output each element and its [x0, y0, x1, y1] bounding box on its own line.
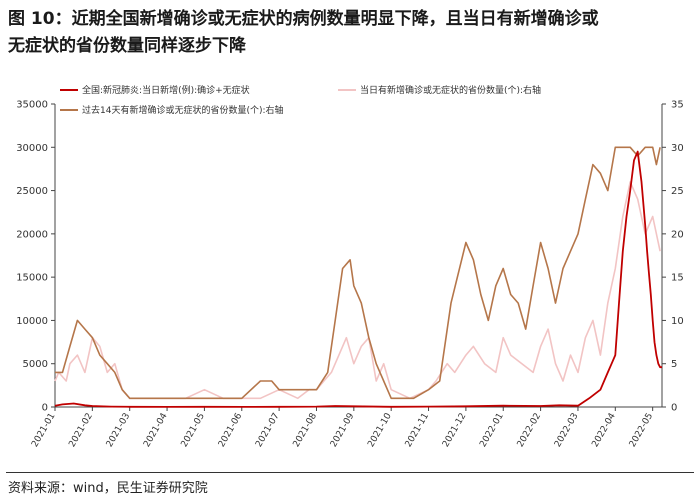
y-left-tick-label: 5000 [23, 359, 48, 370]
series-line-3 [55, 146, 661, 400]
x-tick-label: 2021-02 [67, 412, 94, 450]
y-right-tick-label: 35 [671, 100, 684, 111]
y-right-tick-label: 25 [671, 186, 684, 197]
y-right-tick-label: 20 [671, 229, 684, 240]
y-right-tick-label: 30 [671, 143, 684, 154]
x-tick-label: 2022-01 [478, 412, 505, 450]
x-tick-label: 2021-05 [180, 412, 207, 450]
y-left-tick-label: 25000 [16, 186, 48, 197]
y-right-tick-label: 15 [671, 273, 684, 284]
y-right-tick-label: 10 [671, 316, 684, 327]
series-layer [54, 146, 662, 408]
x-tick-label: 2022-03 [553, 412, 580, 450]
source-note: 资料来源：wind，民生证券研究院 [8, 481, 208, 496]
y-left-tick-label: 10000 [16, 316, 48, 327]
y-right-tick-label: 5 [671, 359, 677, 370]
x-tick-label: 2021-04 [142, 411, 170, 449]
y-right-tick-label: 0 [671, 403, 677, 414]
y-left-tick-label: 30000 [16, 143, 48, 154]
chart-area: 0 5000 10000 15000 20000 25000 30000 35000 0 5 10 1… [0, 68, 700, 468]
y-left-tick-label: 35000 [16, 100, 48, 111]
x-tick-label: 2022-05 [628, 412, 655, 450]
title-line-1: 图 10：近期全国新增确诊或无症状的病例数量明显下降，且当日有新增确诊或 [8, 9, 599, 29]
x-tick-label: 2021-03 [105, 412, 132, 450]
legend-label-2: 当日有新增确诊或无症状的省份数量(个):右轴 [360, 84, 541, 96]
series-line-1 [54, 150, 662, 408]
x-tick-label: 2021-01 [30, 412, 57, 450]
line-chart: 0 5000 10000 15000 20000 25000 30000 35000 0 5 10 1… [16, 84, 684, 450]
x-tick-label: 2022-04 [590, 411, 618, 449]
y-left-tick-label: 0 [42, 403, 48, 414]
x-tick-label: 2021-08 [292, 411, 320, 449]
y-left-tick-label: 20000 [16, 229, 48, 240]
series-line-2 [54, 181, 661, 400]
y-left-tick-label: 15000 [16, 273, 48, 284]
x-tick-label: 2021-09 [329, 411, 357, 449]
legend: 全国:新冠肺炎:当日新增(例):确诊+无症状 当日有新增确诊或无症状的省份数量(个… [60, 84, 541, 116]
source-divider [6, 472, 694, 473]
x-tick-label: 2021-07 [254, 412, 281, 450]
legend-label-3: 过去14天有新增确诊或无症状的省份数量(个):右轴 [82, 104, 284, 116]
x-tick-label: 2021-11 [404, 412, 431, 450]
x-tick-label: 2022-02 [516, 412, 543, 450]
x-tick-label: 2021-10 [366, 411, 394, 449]
legend-label-1: 全国:新冠肺炎:当日新增(例):确诊+无症状 [82, 84, 250, 96]
x-tick-label: 2021-06 [217, 411, 245, 449]
chart-title: 图 10：近期全国新增确诊或无症状的病例数量明显下降，且当日有新增确诊或 无症状… [8, 6, 694, 60]
x-tick-label: 2021-12 [441, 412, 468, 450]
title-line-2: 无症状的省份数量同样逐步下降 [8, 36, 246, 56]
axes: 0 5000 10000 15000 20000 25000 30000 35000 0 5 10 1… [16, 100, 684, 450]
